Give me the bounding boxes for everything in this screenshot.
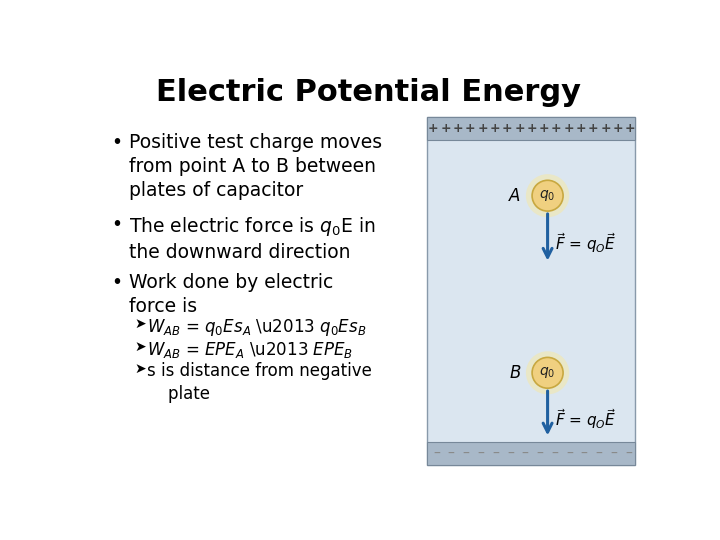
Text: ➤: ➤ [135,340,147,354]
Text: +: + [526,122,537,135]
Text: •: • [112,273,123,292]
Circle shape [526,174,570,217]
Text: +: + [490,122,500,135]
Text: +: + [600,122,611,135]
Text: –: – [536,447,544,461]
Text: Positive test charge moves
from point A to B between
plates of capacitor: Positive test charge moves from point A … [129,132,382,200]
Text: $q_0$: $q_0$ [539,365,556,380]
Text: –: – [448,447,454,461]
Text: Work done by electric
force is: Work done by electric force is [129,273,333,316]
Text: –: – [507,447,514,461]
Bar [427,117,635,465]
Text: +: + [465,122,475,135]
Text: +: + [576,122,586,135]
Text: –: – [522,447,528,461]
Text: +: + [441,122,451,135]
Text: –: – [625,447,632,461]
Text: –: – [566,447,573,461]
Text: –: – [595,447,603,461]
Text: –: – [611,447,617,461]
Text: +: + [613,122,624,135]
Text: –: – [477,447,485,461]
Circle shape [532,357,563,388]
Text: +: + [539,122,549,135]
Text: –: – [433,447,440,461]
Text: ➤: ➤ [135,362,147,376]
Text: A: A [509,187,521,205]
Text: –: – [581,447,588,461]
Text: +: + [477,122,488,135]
Bar [427,442,635,465]
Text: +: + [428,122,438,135]
Text: +: + [551,122,562,135]
Text: –: – [552,447,558,461]
Text: +: + [514,122,525,135]
Text: $W_{AB}$ = $q_0Es_A$ \u2013 $q_0Es_B$: $W_{AB}$ = $q_0Es_A$ \u2013 $q_0Es_B$ [148,318,366,339]
Text: +: + [588,122,598,135]
Bar [427,117,635,140]
Text: Electric Potential Energy: Electric Potential Energy [156,78,582,107]
Text: –: – [492,447,499,461]
Text: •: • [112,132,123,152]
Circle shape [526,351,570,394]
Text: •: • [112,215,123,234]
Text: ➤: ➤ [135,318,147,332]
Text: The electric force is $q_0$E in
the downward direction: The electric force is $q_0$E in the down… [129,215,375,262]
Text: +: + [502,122,513,135]
Text: $q_0$: $q_0$ [539,188,556,203]
Text: $\vec{F}$ = $q_O\vec{E}$: $\vec{F}$ = $q_O\vec{E}$ [555,232,617,255]
Text: +: + [563,122,574,135]
Text: +: + [453,122,463,135]
Text: –: – [462,447,469,461]
Text: B: B [509,364,521,382]
Text: $W_{AB}$ = $EPE_A$ \u2013 $EPE_B$: $W_{AB}$ = $EPE_A$ \u2013 $EPE_B$ [148,340,354,360]
Text: +: + [625,122,636,135]
Text: s is distance from negative
    plate: s is distance from negative plate [148,362,372,403]
Circle shape [532,180,563,211]
Text: $\vec{F}$ = $q_O\vec{E}$: $\vec{F}$ = $q_O\vec{E}$ [555,407,617,431]
